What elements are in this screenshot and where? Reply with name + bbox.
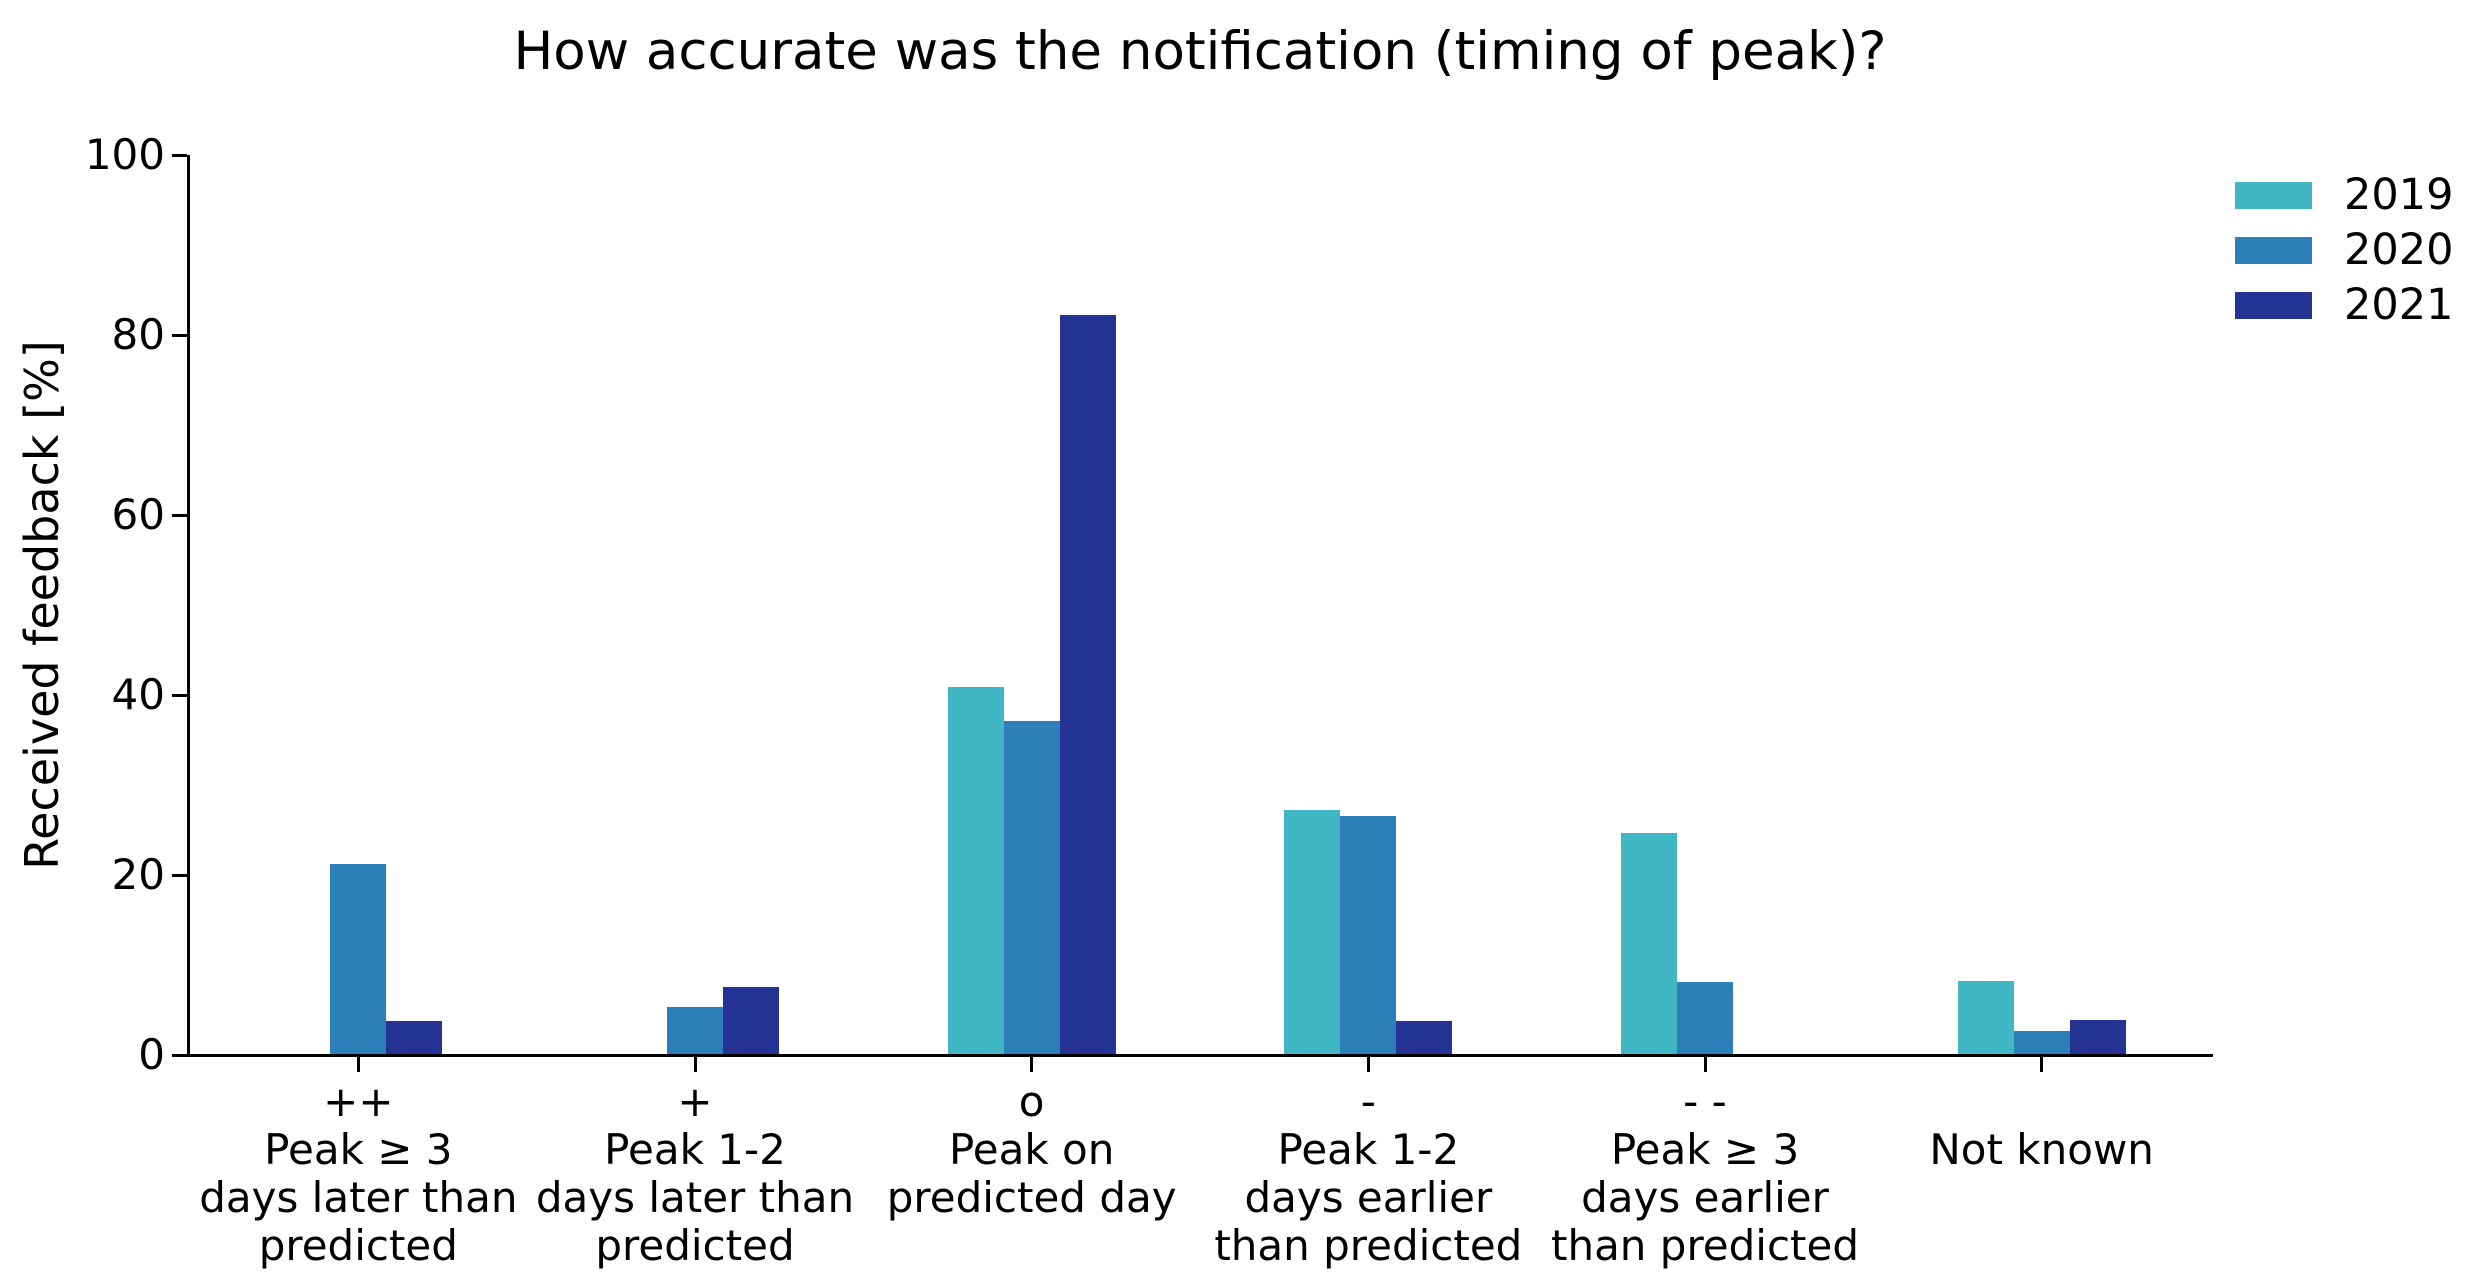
legend: 2019 2020 2021 xyxy=(2235,168,2453,333)
legend-item-2021: 2021 xyxy=(2235,278,2453,333)
legend-label-2021: 2021 xyxy=(2344,280,2454,330)
x-tick-mark-cat1 xyxy=(693,1057,697,1072)
category-text-line: days earlier xyxy=(1244,1173,1493,1222)
category-text-line: Peak on xyxy=(948,1125,1115,1174)
y-tick-mark-60 xyxy=(172,513,187,517)
bar-2020-cat4 xyxy=(1677,982,1733,1054)
bar-2021-cat1 xyxy=(723,987,779,1054)
x-tick-label-cat2: o Peak on predicted day xyxy=(812,1078,1252,1222)
x-tick-mark-cat4 xyxy=(1703,1057,1707,1072)
legend-item-2019: 2019 xyxy=(2235,168,2453,223)
category-text-line: days earlier xyxy=(1581,1173,1829,1222)
category-text-line: Peak ≥ 3 xyxy=(264,1125,453,1174)
category-symbol: - - xyxy=(1683,1077,1727,1126)
category-text-line: than predicted xyxy=(1550,1221,1860,1270)
legend-swatch-2021 xyxy=(2235,292,2312,319)
category-symbol: - xyxy=(1360,1077,1376,1126)
legend-label-2020: 2020 xyxy=(2344,225,2454,275)
x-tick-mark-cat2 xyxy=(1030,1057,1034,1072)
category-text-line: days later than xyxy=(199,1173,518,1222)
bar-2021-cat3 xyxy=(1396,1021,1452,1054)
x-axis-spine xyxy=(187,1054,2213,1057)
y-tick-label-100: 100 xyxy=(84,130,165,179)
category-symbol: o xyxy=(1018,1077,1045,1126)
category-symbol: ++ xyxy=(323,1077,394,1126)
x-tick-label-cat4: - - Peak ≥ 3 days earlier than predicted xyxy=(1485,1078,1925,1270)
bar-2021-cat5 xyxy=(2070,1020,2126,1054)
y-tick-label-60: 60 xyxy=(111,490,165,539)
category-symbol: + xyxy=(677,1077,713,1126)
x-tick-mark-cat5 xyxy=(2040,1057,2044,1072)
y-tick-label-80: 80 xyxy=(111,310,165,359)
category-text-line: Peak 1-2 xyxy=(1277,1125,1460,1174)
x-tick-label-cat5: Not known xyxy=(1822,1078,2262,1174)
bar-2020-cat1 xyxy=(667,1007,723,1054)
chart-title: How accurate was the notification (timin… xyxy=(513,21,1887,82)
category-text-line: Peak ≥ 3 xyxy=(1610,1125,1800,1174)
bar-2019-cat3 xyxy=(1284,810,1340,1054)
y-tick-label-40: 40 xyxy=(111,670,165,719)
x-tick-mark-cat0 xyxy=(356,1057,360,1072)
y-tick-mark-80 xyxy=(172,333,187,337)
legend-label-2019: 2019 xyxy=(2344,170,2454,220)
legend-swatch-2019 xyxy=(2235,182,2312,209)
bar-2020-cat0 xyxy=(330,864,386,1054)
x-tick-label-cat1: + Peak 1-2 days later than predicted xyxy=(475,1078,915,1270)
x-tick-label-cat3: - Peak 1-2 days earlier than predicted xyxy=(1148,1078,1588,1270)
bar-2020-cat2 xyxy=(1004,721,1060,1054)
y-tick-mark-20 xyxy=(172,873,187,877)
y-tick-mark-40 xyxy=(172,693,187,697)
bar-2021-cat2 xyxy=(1060,315,1116,1054)
legend-swatch-2020 xyxy=(2235,237,2312,264)
category-symbol xyxy=(1822,1078,2262,1126)
x-tick-mark-cat3 xyxy=(1366,1057,1370,1072)
category-text-line: predicted day xyxy=(886,1173,1177,1222)
y-tick-mark-0 xyxy=(172,1053,187,1057)
category-text-line: days later than xyxy=(535,1173,855,1222)
y-tick-mark-100 xyxy=(172,153,187,157)
bar-2020-cat5 xyxy=(2014,1031,2070,1054)
bar-2019-cat5 xyxy=(1958,981,2014,1054)
legend-item-2020: 2020 xyxy=(2235,223,2453,278)
category-text-line: predicted xyxy=(595,1221,795,1270)
bar-2021-cat0 xyxy=(386,1021,442,1054)
y-axis-spine xyxy=(187,155,190,1057)
y-axis-label: Received feedback [%] xyxy=(15,340,69,870)
bar-2019-cat4 xyxy=(1621,833,1677,1054)
x-tick-label-cat0: ++ Peak ≥ 3 days later than predicted xyxy=(138,1078,578,1270)
bar-2020-cat3 xyxy=(1340,816,1396,1054)
category-text-line: Not known xyxy=(1929,1125,2154,1174)
category-text-line: predicted xyxy=(258,1221,458,1270)
y-tick-label-20: 20 xyxy=(111,850,165,899)
bar-2019-cat2 xyxy=(948,687,1004,1054)
category-text-line: than predicted xyxy=(1214,1221,1523,1270)
y-tick-label-0: 0 xyxy=(138,1030,165,1079)
category-text-line: Peak 1-2 xyxy=(604,1125,786,1174)
